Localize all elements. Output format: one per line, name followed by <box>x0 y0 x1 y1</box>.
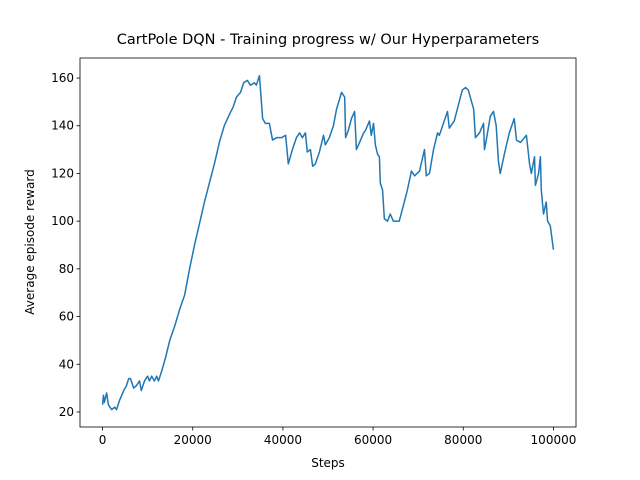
chart-title: CartPole DQN - Training progress w/ Our … <box>117 32 539 48</box>
y-tick-label: 160 <box>51 71 74 85</box>
data-line <box>101 74 555 411</box>
y-tick-label: 100 <box>51 214 74 228</box>
y-tick-label: 80 <box>59 262 74 276</box>
plot-frame <box>79 57 577 428</box>
x-tick-label: 80000 <box>444 433 482 447</box>
y-tick-label: 60 <box>59 310 74 324</box>
y-tick-label: 20 <box>59 405 74 419</box>
y-tick-label: 40 <box>59 357 74 371</box>
y-tick-label: 120 <box>51 166 74 180</box>
x-tick-label: 0 <box>99 433 107 447</box>
x-tick-label: 20000 <box>174 433 212 447</box>
x-tick-label: 40000 <box>264 433 302 447</box>
x-axis-label: Steps <box>311 456 345 470</box>
x-tick-label: 60000 <box>354 433 392 447</box>
y-tick-label: 140 <box>51 119 74 133</box>
y-axis-label: Average episode reward <box>23 169 37 314</box>
x-tick-label: 100000 <box>531 433 577 447</box>
